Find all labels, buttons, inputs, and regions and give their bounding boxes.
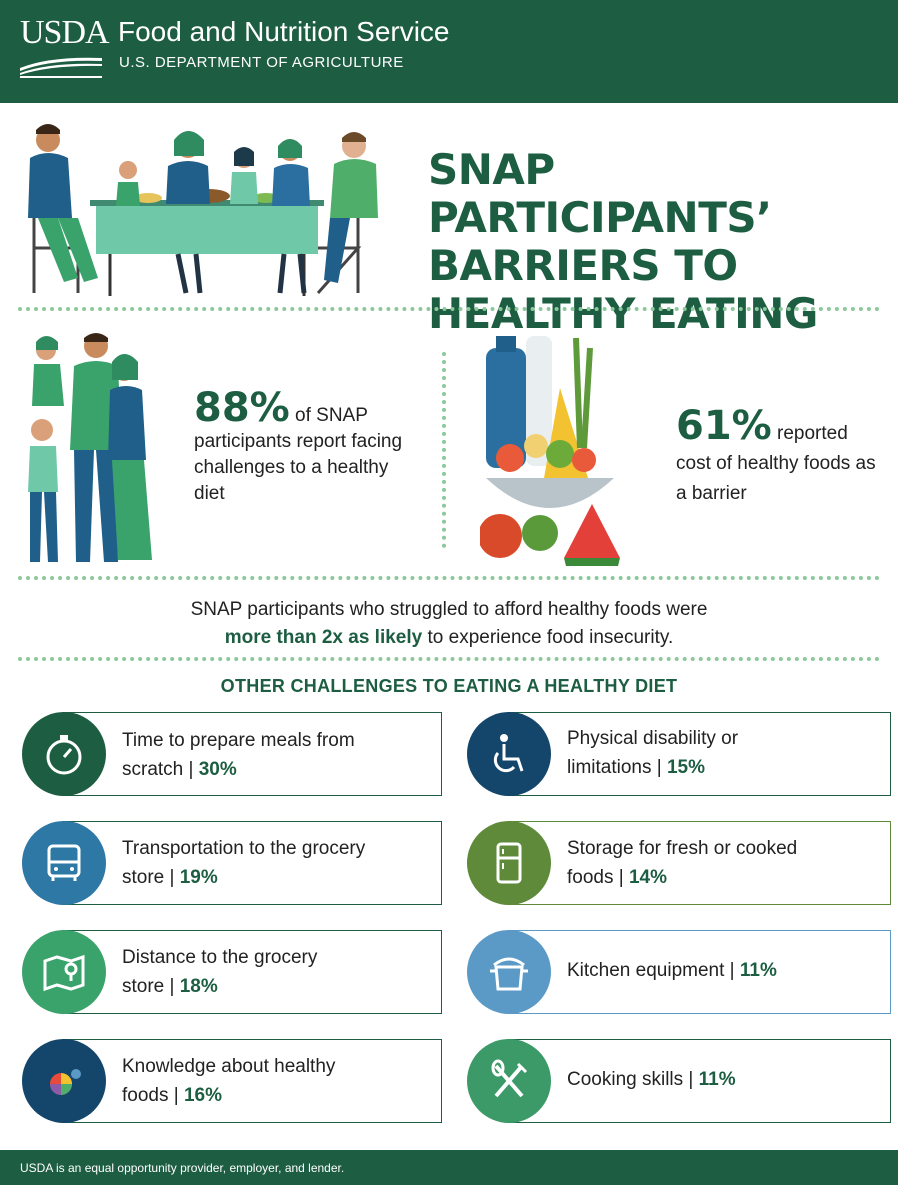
card-border <box>507 1039 891 1123</box>
dotted-divider <box>18 307 880 311</box>
challenge-text: Cooking skills | 11% <box>567 1065 736 1094</box>
header-bar: USDA Food and Nutrition Service U.S. DEP… <box>0 0 898 103</box>
dotted-divider <box>18 657 880 661</box>
challenge-line-1: Distance to the grocery <box>122 947 318 968</box>
challenge-card: Distance to the grocery store | 18% <box>22 930 442 1014</box>
challenge-card: Cooking skills | 11% <box>467 1039 891 1123</box>
swoosh-icon <box>20 57 102 78</box>
title-line-1: SNAP PARTICIPANTS’ <box>428 145 772 242</box>
stat-cost-inline: reported <box>771 423 848 444</box>
card-border <box>507 930 891 1014</box>
title-line-2: BARRIERS TO <box>428 241 738 290</box>
challenge-percent: 30% <box>198 759 237 780</box>
stat-challenges-text: participants report facing challenges to… <box>194 431 403 504</box>
challenge-card: Storage for fresh or cooked foods | 14% <box>467 821 891 905</box>
challenge-line-2: foods | <box>567 867 629 888</box>
agency-name: Food and Nutrition Service <box>118 16 450 47</box>
challenge-text: Storage for fresh or cooked foods | 14% <box>567 834 797 892</box>
fork-knife-icon <box>467 1039 551 1123</box>
challenge-card: Kitchen equipment | 11% <box>467 930 891 1014</box>
challenges-heading: OTHER CHALLENGES TO EATING A HEALTHY DIE… <box>220 676 678 696</box>
challenge-percent: 11% <box>698 1069 736 1090</box>
challenge-line-2: store | <box>122 867 180 888</box>
challenge-line-1: Storage for fresh or cooked <box>567 838 798 859</box>
insight-emphasis: more than 2x as likely <box>224 627 423 648</box>
page-title: SNAP PARTICIPANTS’ BARRIERS TO HEALTHY E… <box>428 146 888 338</box>
challenge-line-1: Transportation to the grocery <box>122 838 366 859</box>
challenge-percent: 11% <box>739 960 777 981</box>
card-border <box>62 1039 442 1123</box>
insight-text: SNAP participants who struggled to affor… <box>0 596 898 652</box>
family-dinner-illustration <box>28 124 378 296</box>
challenge-percent: 16% <box>183 1085 223 1106</box>
challenge-percent: 18% <box>179 976 218 997</box>
dotted-divider <box>18 576 880 580</box>
card-border <box>62 930 442 1014</box>
stopwatch-icon <box>22 712 106 796</box>
challenge-text: Distance to the grocery store | 18% <box>122 943 317 1001</box>
bus-icon <box>22 821 106 905</box>
department-name: U.S. DEPARTMENT OF AGRICULTURE <box>119 54 404 71</box>
challenge-card: Transportation to the grocery store | 19… <box>22 821 442 905</box>
card-border <box>507 821 891 905</box>
plate-icon <box>22 1039 106 1123</box>
challenge-percent: 15% <box>666 757 705 778</box>
challenge-percent: 14% <box>628 867 668 888</box>
stat-cost: 61% reported cost of healthy foods as a … <box>676 406 888 509</box>
challenge-line-1: Time to prepare meals from <box>122 730 355 751</box>
family-illustration <box>28 333 152 562</box>
challenge-line-1: Physical disability or <box>567 728 739 749</box>
challenge-line-2: store | <box>122 976 180 997</box>
challenge-percent: 19% <box>179 867 218 888</box>
refrigerator-icon <box>467 821 551 905</box>
stat-challenges-value: 88% <box>194 385 290 431</box>
challenge-text: Time to prepare meals from scratch | 30% <box>122 726 355 784</box>
challenge-line-1: Kitchen equipment | <box>567 960 740 981</box>
stat-challenges: 88% of SNAP participants report facing c… <box>194 388 414 507</box>
challenge-line-2: limitations | <box>567 757 667 778</box>
challenge-card: Knowledge about healthy foods | 16% <box>22 1039 442 1123</box>
challenge-text: Knowledge about healthy foods | 16% <box>122 1052 335 1110</box>
stat-challenges-inline: of SNAP <box>289 405 368 426</box>
wheelchair-icon <box>467 712 551 796</box>
card-border <box>62 712 442 796</box>
vertical-dotted-divider <box>442 352 446 548</box>
challenge-text: Kitchen equipment | 11% <box>567 956 777 985</box>
challenge-line-1: Cooking skills | <box>567 1069 699 1090</box>
title-line-3: HEALTHY EATING <box>428 289 818 338</box>
card-border <box>507 712 891 796</box>
challenge-card: Physical disability or limitations | 15% <box>467 712 891 796</box>
healthy-food-illustration <box>480 336 620 566</box>
challenge-text: Physical disability or limitations | 15% <box>567 724 738 782</box>
insight-line-2: to experience food insecurity. <box>422 627 674 648</box>
footer-bar: USDA is an equal opportunity provider, e… <box>0 1150 898 1185</box>
usda-logo: USDA <box>20 16 110 78</box>
usda-logo-text: USDA <box>20 14 110 51</box>
cooking-pot-icon <box>467 930 551 1014</box>
footer-text: USDA is an equal opportunity provider, e… <box>20 1161 345 1175</box>
stat-cost-value: 61% <box>676 403 772 449</box>
challenge-text: Transportation to the grocery store | 19… <box>122 834 365 892</box>
challenge-line-1: Knowledge about healthy <box>122 1056 336 1077</box>
challenge-card: Time to prepare meals from scratch | 30% <box>22 712 442 796</box>
map-icon <box>22 930 106 1014</box>
challenge-line-2: scratch | <box>122 759 199 780</box>
insight-line-1: SNAP participants who struggled to affor… <box>190 599 708 620</box>
challenge-line-2: foods | <box>122 1085 184 1106</box>
stat-cost-text: cost of healthy foods as a barrier <box>676 453 876 504</box>
card-border <box>62 821 442 905</box>
